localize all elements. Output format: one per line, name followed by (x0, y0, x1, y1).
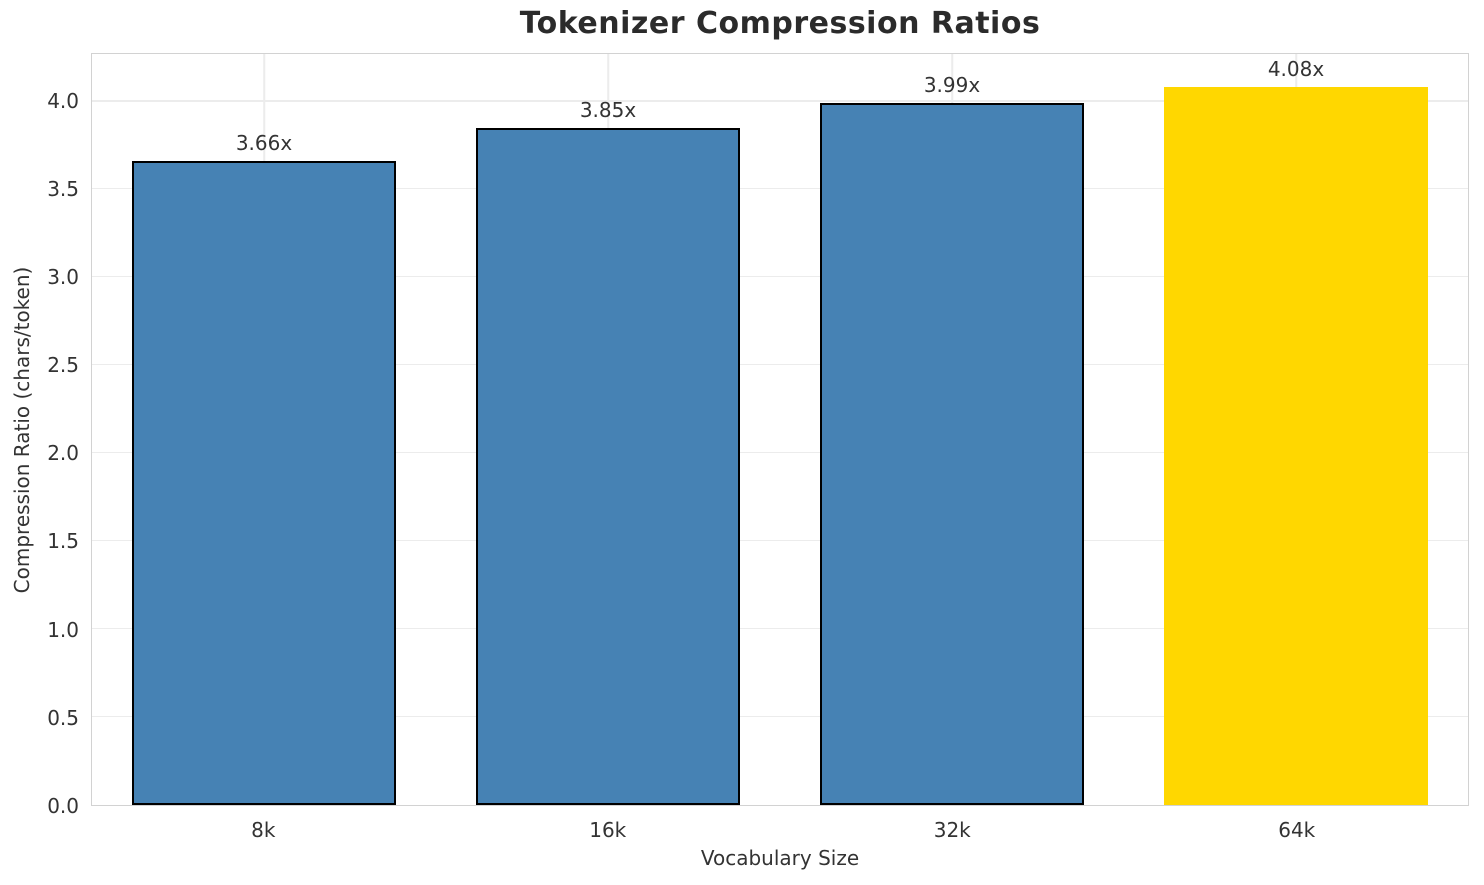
bar-value-label-8k: 3.66x (235, 131, 293, 156)
y-tick-label: 0.5 (47, 705, 79, 730)
gridline-y-1.5 (92, 539, 1468, 542)
y-tick-label: 0.0 (47, 794, 79, 818)
gridline-y-4.0 (92, 100, 1468, 102)
gridline-y-0.5 (92, 715, 1468, 718)
bar-16k (475, 127, 741, 805)
y-axis-label: Compression Ratio (chars/token) (10, 266, 34, 594)
x-tick-label-32k: 32k (933, 818, 971, 842)
x-tick-label-8k: 8k (251, 818, 276, 842)
bar-value-label-64k: 4.08x (1267, 57, 1325, 82)
y-tick-label: 2.5 (47, 353, 79, 378)
bar-value-label-32k: 3.99x (923, 73, 981, 98)
y-tick-label: 1.5 (47, 529, 79, 554)
gridline-y-2.0 (92, 451, 1468, 454)
gridline-y-3.5 (92, 187, 1468, 190)
y-tick-label: 4.0 (47, 88, 79, 113)
y-tick-label: 3.0 (47, 264, 79, 289)
x-axis-label: Vocabulary Size (700, 846, 860, 870)
bar-8k (131, 161, 397, 805)
bar-64k (1163, 87, 1429, 805)
x-tick-label-16k: 16k (589, 818, 627, 842)
x-tick-label-64k: 64k (1278, 818, 1316, 842)
chart-title: Tokenizer Compression Ratios (519, 6, 1041, 41)
gridline-y-2.5 (92, 363, 1468, 366)
gridline-y-1.0 (92, 627, 1468, 630)
bar-32k (819, 103, 1085, 805)
plot-area: 3.66x 3.85x 3.99x 4.08x (91, 53, 1469, 806)
gridline-y-3.0 (92, 275, 1468, 278)
y-tick-label: 3.5 (47, 176, 79, 201)
y-tick-label: 2.0 (47, 441, 79, 466)
y-tick-label: 1.0 (47, 617, 79, 642)
bar-value-label-16k: 3.85x (579, 97, 637, 122)
